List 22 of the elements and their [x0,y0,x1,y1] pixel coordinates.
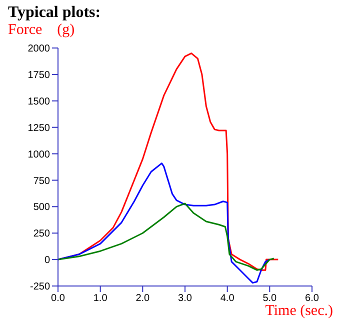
y-axis-title: Force (g) [8,22,76,38]
x-tick-label: 2.0 [136,293,150,304]
y-tick-label: 250 [33,228,50,240]
y-tick-label: 0 [44,255,50,266]
x-tick-label: 3.0 [178,293,192,304]
line-series [58,162,270,284]
y-tick-label: -250 [30,282,50,293]
y-tick-label: 1000 [28,149,50,160]
y-tick-label: 2000 [28,44,50,55]
x-tick-label: 6.0 [305,293,320,304]
y-tick-label: 750 [33,176,50,187]
y-tick-label: 1500 [28,96,50,108]
line-series [58,202,275,271]
x-axis-title: Time (sec.) [265,303,333,320]
x-tick-label: 5.0 [262,293,278,304]
y-tick-label: 1750 [28,70,50,81]
chart-title: Typical plots: [8,4,102,22]
y-tick-label: 1250 [28,122,50,134]
x-tick-label: 4.0 [220,293,235,304]
y-tick-label: 500 [33,202,50,214]
x-tick-label: 0.0 [51,293,66,304]
x-tick-label: 1.0 [93,293,108,304]
